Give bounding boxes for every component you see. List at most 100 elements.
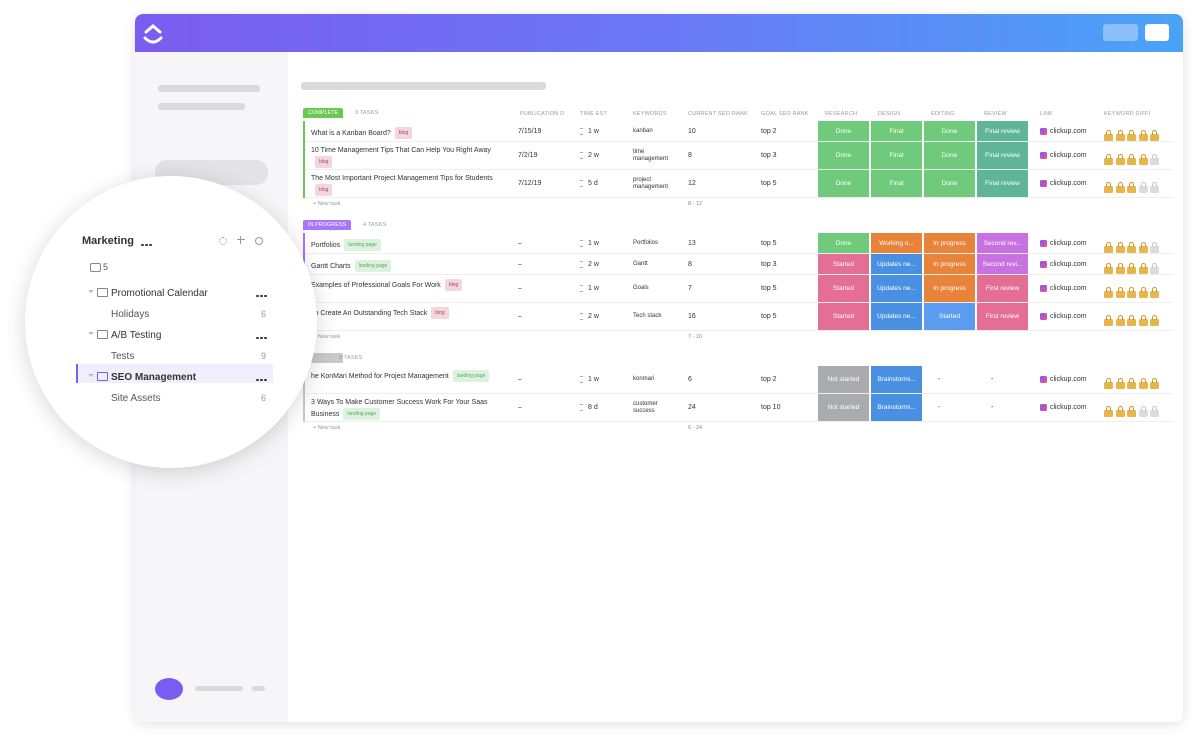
status-cell[interactable]: Final review <box>977 142 1028 169</box>
status-cell[interactable]: First review <box>977 275 1028 302</box>
status-pill: COMPLETE <box>303 108 344 118</box>
settings-icon[interactable] <box>219 237 227 245</box>
lock-icon <box>1138 182 1148 193</box>
status-cell[interactable]: Done <box>924 170 975 197</box>
task-row[interactable] <box>303 233 1173 254</box>
task-title[interactable]: What is a Kanban Board? <box>311 130 391 137</box>
link[interactable]: clickup.com <box>1050 260 1087 268</box>
more-menu[interactable] <box>256 375 268 381</box>
task-title[interactable]: To Create An Outstanding Tech Stack <box>311 310 428 317</box>
task-row[interactable] <box>303 394 1173 422</box>
status-cell[interactable]: Updates ne... <box>871 254 922 274</box>
status-cell[interactable]: First review <box>977 303 1028 330</box>
status-cell[interactable]: Done <box>818 233 869 253</box>
task-row[interactable] <box>303 142 1173 170</box>
hourglass-icon <box>580 285 583 292</box>
task-title[interactable]: Gantt Charts <box>311 263 351 270</box>
new-task[interactable]: + New task <box>313 425 341 431</box>
lock-icon <box>1115 154 1125 165</box>
task-row[interactable] <box>303 254 1173 275</box>
list-name[interactable]: Site Assets <box>111 393 161 404</box>
status-cell[interactable]: Not started <box>818 366 869 393</box>
folder-name[interactable]: A/B Testing <box>111 330 162 341</box>
link[interactable]: clickup.com <box>1050 376 1087 383</box>
status-cell[interactable]: Done <box>818 121 869 141</box>
status-cell[interactable]: Not started <box>818 394 869 421</box>
column-header: EDITING <box>931 111 955 117</box>
link[interactable]: clickup.com <box>1050 404 1087 411</box>
link[interactable]: clickup.com <box>1050 127 1087 135</box>
hourglass-icon <box>580 180 583 187</box>
status-cell[interactable]: Done <box>818 142 869 169</box>
selected-row <box>76 364 273 383</box>
link[interactable]: clickup.com <box>1050 180 1087 187</box>
sidebar-title: Marketing <box>82 235 134 247</box>
task-row[interactable] <box>303 275 1173 303</box>
task-row[interactable] <box>303 170 1173 198</box>
caret[interactable] <box>88 332 94 335</box>
status-cell[interactable]: Started <box>924 303 975 330</box>
task-row[interactable] <box>303 303 1173 331</box>
hourglass-icon <box>580 313 583 320</box>
keywords: time management <box>633 149 669 162</box>
link[interactable]: clickup.com <box>1050 239 1087 247</box>
status-cell[interactable]: Final review <box>977 170 1028 197</box>
task-title[interactable]: he KonMari Method for Project Management <box>311 373 449 380</box>
status-cell[interactable]: Second revi... <box>977 254 1028 274</box>
lock-icon <box>1138 129 1148 141</box>
task-title[interactable]: The Most Important Project Management Ti… <box>311 175 493 182</box>
status-cell[interactable]: Brainstormi... <box>871 394 922 421</box>
hourglass-icon <box>580 239 583 247</box>
list-name[interactable]: Tests <box>111 351 135 362</box>
folder-name[interactable]: SEO Management <box>111 372 197 383</box>
header-button[interactable] <box>1103 24 1138 41</box>
status-cell[interactable]: In progress <box>924 275 975 302</box>
status-cell[interactable]: Second rev... <box>977 233 1028 253</box>
task-title[interactable]: 10 Time Management Tips That Can Help Yo… <box>311 147 491 154</box>
rank-range: 6 - 24 <box>688 425 703 431</box>
more-menu[interactable] <box>256 333 268 339</box>
column-header: GOAL SEO RANK <box>761 111 809 117</box>
task-row[interactable] <box>303 121 1173 142</box>
status-cell[interactable]: Final <box>871 170 922 197</box>
task-title[interactable]: Portfolios <box>311 242 341 249</box>
link-icon <box>1040 180 1047 187</box>
status-cell[interactable]: Started <box>818 303 869 330</box>
status-cell[interactable]: Updates ne... <box>871 303 922 330</box>
status-cell[interactable]: Brainstormi... <box>871 366 922 393</box>
status-cell[interactable]: Done <box>924 121 975 141</box>
list-name[interactable]: Holidays <box>111 309 150 320</box>
lock-icon <box>1150 262 1159 274</box>
new-task[interactable]: + New task <box>313 201 341 207</box>
status-cell[interactable]: Final <box>871 121 922 141</box>
task-title[interactable]: Examples of Professional Goals For Work <box>311 282 441 289</box>
link[interactable]: clickup.com <box>1050 285 1087 292</box>
more-menu[interactable] <box>141 240 153 246</box>
status-cell[interactable]: In progress <box>924 233 975 253</box>
caret[interactable] <box>88 290 94 293</box>
chat-button[interactable] <box>155 678 183 700</box>
status-cell[interactable]: Done <box>818 170 869 197</box>
status-cell[interactable]: Updates ne... <box>871 275 922 302</box>
status-cell[interactable]: Final review <box>977 121 1028 141</box>
search-icon[interactable] <box>255 237 263 245</box>
new-task[interactable]: + New task <box>313 334 341 340</box>
status-cell[interactable]: Working o... <box>871 233 922 253</box>
status-cell[interactable]: In progress <box>924 254 975 274</box>
more-menu[interactable] <box>256 291 268 297</box>
status-cell[interactable]: Final <box>871 142 922 169</box>
folder-name[interactable]: Promotional Calendar <box>111 288 208 299</box>
header-button[interactable] <box>1145 24 1169 41</box>
status-cell[interactable]: Done <box>924 142 975 169</box>
link[interactable]: clickup.com <box>1050 152 1087 159</box>
status-cell[interactable]: Started <box>818 275 869 302</box>
caret[interactable] <box>88 374 94 377</box>
lock-icon <box>1150 241 1159 253</box>
status-line <box>303 121 305 198</box>
add-icon[interactable] <box>237 236 245 244</box>
comment-icon[interactable] <box>90 263 101 272</box>
status-cell[interactable]: Started <box>818 254 869 274</box>
link[interactable]: clickup.com <box>1050 313 1087 320</box>
task-row[interactable] <box>303 366 1173 394</box>
task-title[interactable]: 3 Ways To Make Customer Success Work For… <box>311 399 488 418</box>
